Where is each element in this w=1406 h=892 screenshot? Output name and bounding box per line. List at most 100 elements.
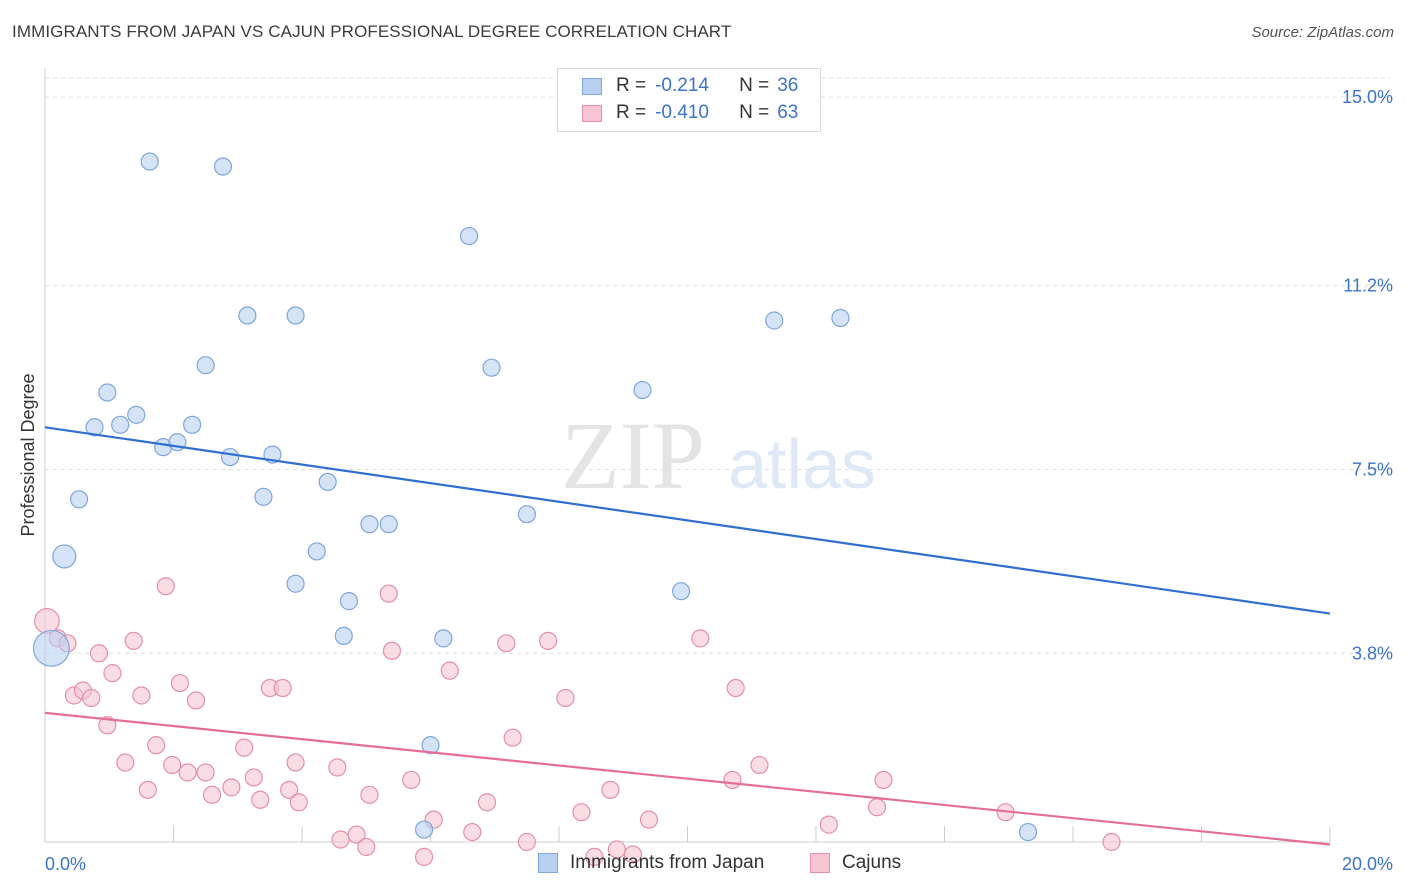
y-tick-label: 7.5%	[1352, 460, 1393, 480]
cajuns-point	[178, 763, 197, 782]
cajuns-point	[585, 847, 604, 867]
japan-point	[459, 226, 479, 246]
japan-point	[220, 447, 240, 467]
legend-row-cajuns: R = -0.410 N = 63	[558, 101, 798, 125]
cajuns-point	[124, 631, 143, 650]
y-tick-labels: 3.8% 7.5% 11.2% 15.0%	[1342, 87, 1393, 663]
y-axis-label: Professional Degree	[18, 373, 38, 536]
cajuns-point	[235, 738, 254, 757]
x-tick-labels: 0.0% 20.0%	[45, 854, 1393, 874]
cajuns-point	[170, 673, 190, 693]
cajuns-point	[639, 810, 659, 829]
japan-point	[671, 582, 691, 601]
japan-point	[334, 626, 353, 645]
legend-n-label: N =	[739, 75, 770, 96]
series-name-japan: Immigrants from Japan	[570, 852, 765, 873]
legend-r-value-japan: -0.214	[655, 75, 709, 96]
cajuns-point	[196, 763, 215, 782]
japan-point	[254, 487, 273, 506]
cajuns-point	[623, 845, 642, 864]
cajuns-point	[244, 768, 263, 787]
y-tick-label: 11.2%	[1343, 276, 1393, 296]
japan-point	[318, 472, 337, 492]
cajuns-point	[186, 691, 206, 710]
legend-swatch-japan	[582, 77, 602, 95]
x-tick-label-min: 0.0%	[45, 854, 86, 874]
japan-point	[127, 405, 146, 424]
japan-point	[238, 306, 257, 325]
cajuns-point	[331, 830, 350, 849]
correlation-legend: R = -0.214 N = 36 R = -0.410 N = 63	[557, 68, 821, 132]
cajuns-point	[360, 785, 379, 804]
japan-point	[85, 418, 104, 437]
japan-point	[434, 629, 453, 648]
watermark-atlas: atlas	[728, 425, 876, 503]
series-name-cajuns: Cajuns	[842, 852, 902, 873]
japan-point	[69, 490, 89, 509]
source-credit: Source: ZipAtlas.com	[1251, 24, 1394, 41]
japan-point	[98, 383, 117, 402]
series-swatch-japan	[538, 853, 558, 873]
cajuns-point	[251, 790, 270, 809]
cajuns-point	[867, 798, 887, 817]
cajuns-point	[156, 577, 175, 596]
cajuns-point	[273, 678, 292, 698]
japan-points	[32, 152, 1038, 842]
cajuns-point	[477, 793, 497, 812]
cajuns-point	[382, 641, 402, 660]
watermark-zip: ZIP	[561, 402, 705, 509]
legend-swatch-cajuns	[582, 104, 602, 122]
japan-point	[32, 629, 70, 667]
series-legend-japan[interactable]: Immigrants from Japan	[538, 852, 764, 874]
cajuns-point	[572, 803, 591, 822]
cajuns-point	[280, 780, 299, 799]
trend-lines	[44, 426, 1331, 846]
japan-point	[213, 157, 233, 176]
japan-point	[421, 736, 440, 755]
cajuns-points	[34, 577, 1121, 867]
cajuns-point	[538, 631, 558, 650]
cajuns-point	[463, 822, 482, 842]
cajuns-point	[286, 753, 305, 772]
japan-point	[111, 415, 130, 434]
x-tick-label-max: 20.0%	[1342, 854, 1393, 874]
cajuns-point	[82, 688, 101, 708]
legend-r-label: R =	[616, 75, 647, 96]
legend-row-japan: R = -0.214 N = 36	[558, 74, 798, 98]
series-swatch-cajuns	[810, 853, 830, 873]
cajuns-point	[379, 584, 398, 603]
legend-r-value-cajuns: -0.410	[655, 102, 709, 123]
series-legend-cajuns[interactable]: Cajuns	[810, 852, 901, 874]
japan-point	[1018, 822, 1038, 842]
cajuns-point	[347, 825, 366, 844]
japan-point	[517, 505, 536, 524]
cajuns-point	[89, 644, 109, 663]
cajuns-point	[497, 634, 516, 653]
cajuns-point	[440, 661, 459, 680]
cajuns-point	[202, 785, 222, 804]
legend-n-label: N =	[739, 102, 770, 123]
cajuns-point	[289, 793, 308, 812]
cajuns-point	[723, 770, 742, 790]
cajuns-point	[556, 688, 575, 708]
cajuns-point	[726, 678, 745, 698]
cajuns-point	[402, 770, 421, 790]
japan-point	[196, 356, 215, 375]
japan-point	[140, 152, 159, 171]
cajuns-point	[328, 758, 347, 777]
cajuns-point	[103, 664, 122, 683]
cajuns-point	[874, 770, 893, 790]
cajuns-point	[503, 728, 522, 747]
japan-point	[831, 308, 850, 328]
japan-point	[633, 380, 652, 400]
cajuns-point	[132, 686, 151, 705]
y-tick-label: 3.8%	[1352, 643, 1393, 663]
japan-point	[379, 515, 398, 534]
japan-point	[52, 544, 77, 569]
cajuns-point	[750, 755, 769, 775]
cajuns-point	[1102, 832, 1121, 852]
japan-point	[339, 592, 359, 611]
japan-point	[183, 415, 202, 434]
japan-point	[360, 515, 379, 534]
